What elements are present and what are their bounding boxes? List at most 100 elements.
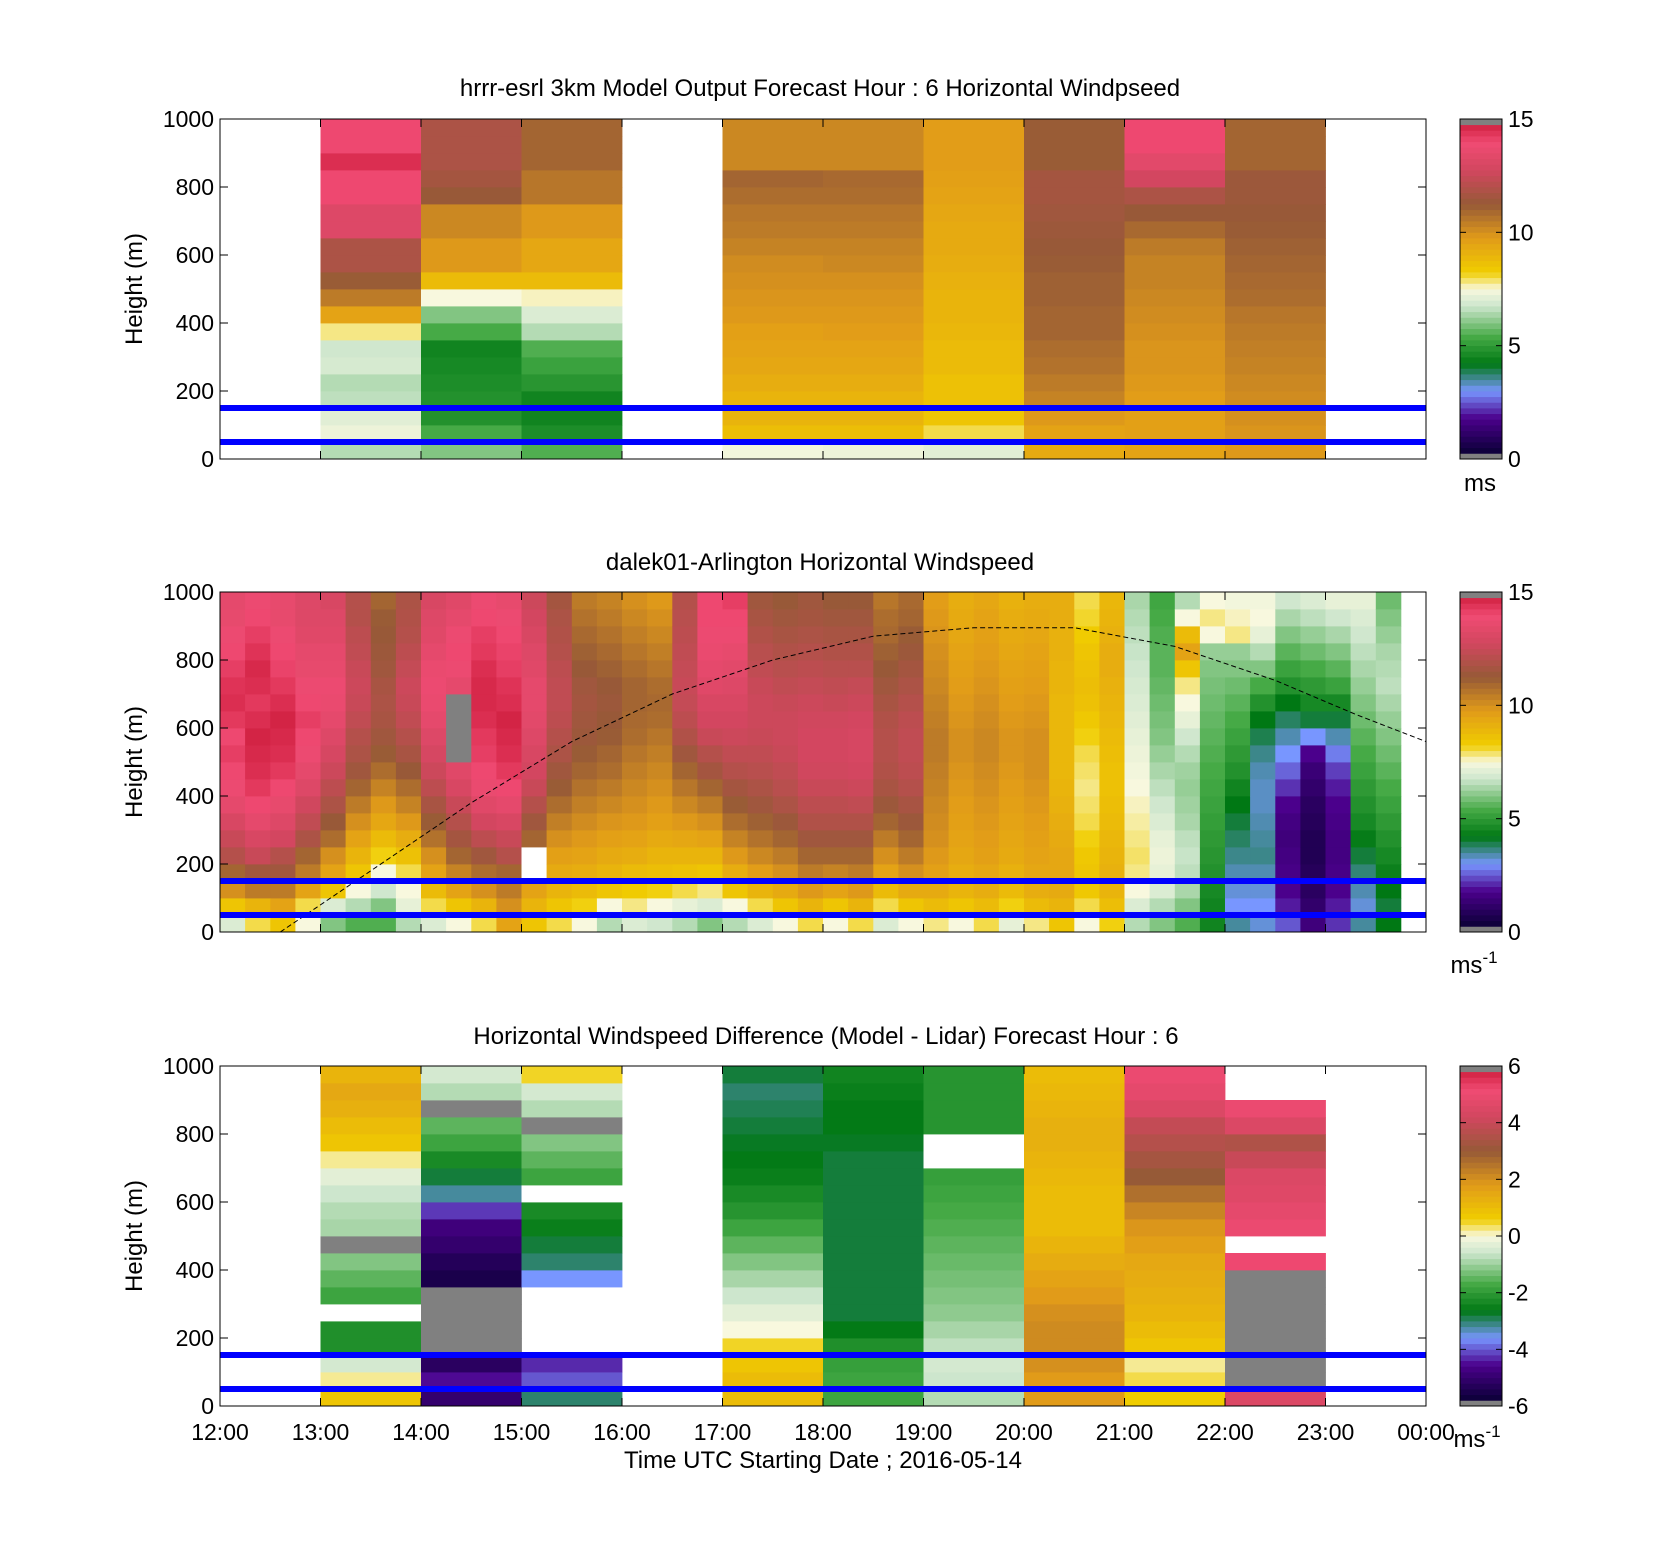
heatmap-cell (370, 694, 397, 712)
colorbar-segment (1460, 1366, 1502, 1373)
heatmap-cell (923, 272, 1025, 290)
heatmap-cell (1300, 626, 1326, 644)
heatmap-cell (1174, 796, 1201, 814)
heatmap-cell (270, 864, 296, 882)
heatmap-cell (672, 779, 698, 797)
heatmap-cell (1250, 762, 1276, 780)
heatmap-cell (245, 847, 271, 865)
heatmap-cell (546, 813, 573, 831)
heatmap-cell (697, 677, 723, 695)
heatmap-cell (923, 374, 1025, 392)
heatmap-cell (1024, 660, 1050, 678)
heatmap-cell (1049, 830, 1075, 848)
heatmap-cell (446, 677, 472, 695)
heatmap-cell (1049, 813, 1075, 831)
heatmap-cell (446, 711, 472, 729)
heatmap-cell (496, 711, 522, 729)
heatmap-cell (1225, 779, 1251, 797)
heatmap-cell (747, 830, 774, 848)
heatmap-cell (295, 830, 321, 848)
heatmap-cell (1325, 660, 1351, 678)
panel-lidar-x-ticks (219, 592, 1427, 932)
colorbar-segment (1460, 1394, 1502, 1401)
heatmap-cell (697, 762, 723, 780)
heatmap-cell (220, 864, 246, 882)
heatmap-cell (1350, 762, 1377, 780)
heatmap-cell (1024, 728, 1050, 746)
heatmap-cell (446, 830, 472, 848)
heatmap-cell (923, 306, 1025, 324)
heatmap-cell (923, 745, 949, 763)
colorbar-segment (1460, 317, 1502, 324)
heatmap-cell (747, 660, 774, 678)
heatmap-cell (421, 813, 447, 831)
heatmap-cell (270, 898, 296, 916)
heatmap-cell (546, 762, 573, 780)
heatmap-cell (571, 881, 598, 899)
heatmap-cell (722, 643, 748, 661)
heatmap-cell (797, 745, 824, 763)
heatmap-cell (521, 1151, 623, 1169)
colorbar-segment (1460, 1066, 1502, 1073)
heatmap-cell (1275, 694, 1301, 712)
heatmap-cell (923, 694, 949, 712)
heatmap-cell (1199, 745, 1226, 763)
heatmap-cell (823, 323, 924, 341)
heatmap-cell (672, 915, 698, 933)
heatmap-cell (672, 762, 698, 780)
heatmap-cell (923, 881, 949, 899)
colorbar-tick-label: 5 (1508, 333, 1521, 359)
colorbar-segment (1460, 603, 1502, 610)
heatmap-cell (1225, 847, 1251, 865)
heatmap-cell (873, 677, 899, 695)
heatmap-cell (521, 711, 547, 729)
heatmap-cell (521, 592, 547, 610)
heatmap-cell (898, 626, 924, 644)
colorbar-segment (1460, 266, 1502, 273)
heatmap-cell (496, 643, 522, 661)
heatmap-cell (471, 830, 497, 848)
heatmap-cell (370, 660, 397, 678)
heatmap-cell (295, 915, 321, 933)
colorbar-segment (1460, 351, 1502, 358)
heatmap-cell (1124, 238, 1226, 256)
heatmap-cell (722, 779, 748, 797)
heatmap-cell (345, 898, 372, 916)
heatmap-cell (948, 762, 975, 780)
heatmap-cell (1375, 660, 1402, 678)
colorbar-segment (1460, 1338, 1502, 1345)
heatmap-cell (1275, 813, 1301, 831)
heatmap-cell (1024, 1321, 1125, 1339)
heatmap-cell (722, 136, 824, 154)
heatmap-cell (1225, 677, 1251, 695)
heatmap-cell (823, 796, 849, 814)
heatmap-cell (446, 864, 472, 882)
heatmap-cell (421, 1151, 522, 1169)
heatmap-cell (1024, 813, 1050, 831)
heatmap-cell (898, 915, 924, 933)
colorbar-segment (1460, 1156, 1502, 1163)
heatmap-cell (823, 1287, 924, 1305)
heatmap-cell (998, 847, 1025, 865)
heatmap-cell (722, 340, 824, 358)
heatmap-cell (1024, 694, 1050, 712)
heatmap-cell (1024, 1287, 1125, 1305)
heatmap-cell (220, 609, 246, 627)
heatmap-cell (772, 830, 799, 848)
heatmap-cell (1074, 864, 1100, 882)
heatmap-cell (797, 677, 824, 695)
heatmap-cell (1300, 711, 1326, 729)
heatmap-cell (320, 153, 422, 171)
heatmap-cell (496, 660, 522, 678)
heatmap-cell (672, 847, 698, 865)
heatmap-cell (923, 1304, 1025, 1322)
heatmap-cell (647, 830, 673, 848)
colorbar-segment (1460, 238, 1502, 245)
colorbar-segment (1460, 892, 1502, 899)
heatmap-cell (421, 1321, 522, 1339)
heatmap-cell (421, 1287, 522, 1305)
colorbar-segment (1460, 1071, 1502, 1078)
heatmap-cell (245, 796, 271, 814)
heatmap-cell (1124, 864, 1150, 882)
